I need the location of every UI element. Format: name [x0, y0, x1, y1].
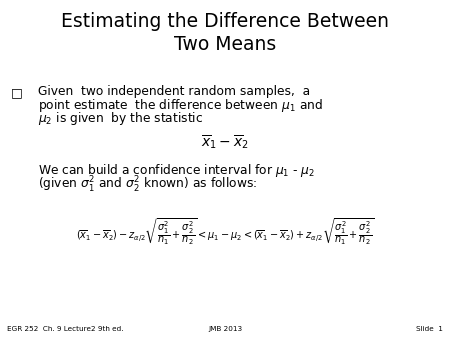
Text: $(\overline{x}_1 - \overline{x}_2) - z_{\alpha/2}\sqrt{\dfrac{\sigma_1^2}{n_1} +: $(\overline{x}_1 - \overline{x}_2) - z_{… — [76, 216, 374, 246]
Text: $\mu_2$ is given  by the statistic: $\mu_2$ is given by the statistic — [38, 110, 203, 127]
Text: JMB 2013: JMB 2013 — [208, 326, 242, 332]
Text: Estimating the Difference Between
Two Means: Estimating the Difference Between Two Me… — [61, 12, 389, 54]
Text: EGR 252  Ch. 9 Lecture2 9th ed.: EGR 252 Ch. 9 Lecture2 9th ed. — [7, 326, 123, 332]
Text: point estimate  the difference between $\mu_1$ and: point estimate the difference between $\… — [38, 97, 323, 114]
Text: Slide  1: Slide 1 — [416, 326, 443, 332]
Text: (given $\sigma_1^2$ and $\sigma_2^2$ known) as follows:: (given $\sigma_1^2$ and $\sigma_2^2$ kno… — [38, 175, 257, 195]
Text: Given  two independent random samples,  a: Given two independent random samples, a — [38, 85, 310, 98]
Text: $\overline{x}_1 - \overline{x}_2$: $\overline{x}_1 - \overline{x}_2$ — [201, 134, 249, 151]
Text: We can build a confidence interval for $\mu_1$ - $\mu_2$: We can build a confidence interval for $… — [38, 162, 315, 179]
Text: □: □ — [11, 86, 23, 99]
